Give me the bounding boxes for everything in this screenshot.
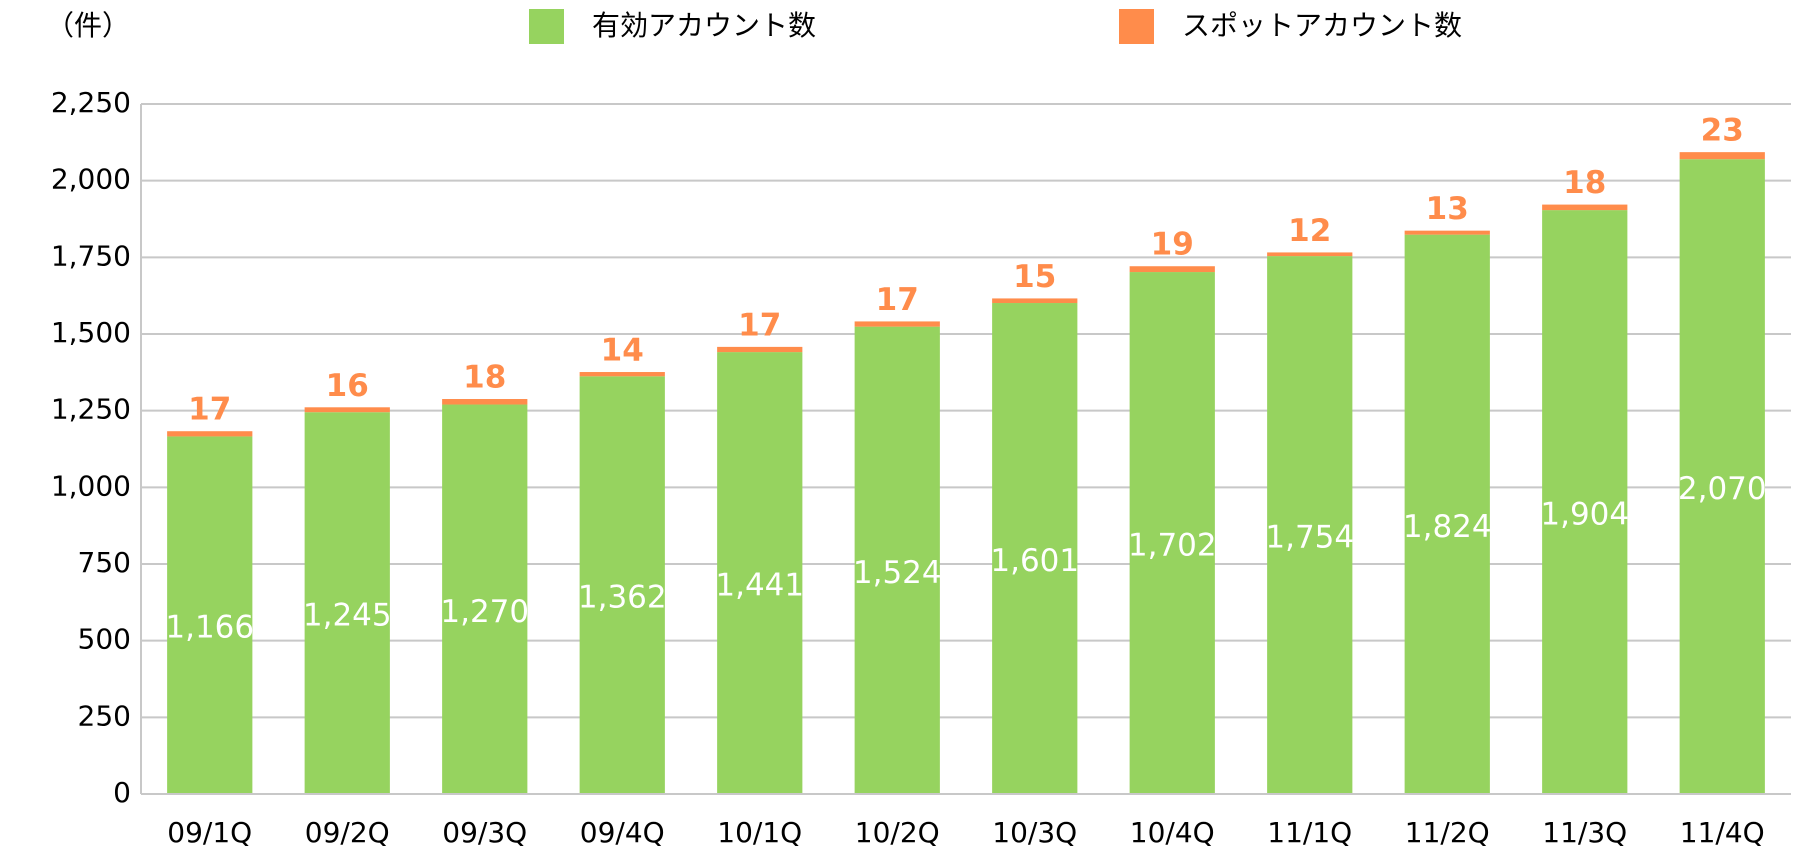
bar-segment [992,303,1078,794]
x-tick-label: 10/1Q [717,816,802,849]
value-label: 15 [1013,259,1056,295]
x-tick-label: 11/2Q [1405,816,1490,849]
value-label: 1,702 [1128,528,1217,564]
value-label: 19 [1151,227,1194,263]
x-tick-label: 09/4Q [580,816,665,849]
bar-segment [1542,210,1628,794]
value-label: 23 [1701,113,1744,149]
bar-segment [854,321,940,327]
x-tick-label: 09/3Q [442,816,527,849]
value-label: 1,362 [578,580,667,616]
bar-segment [1404,230,1490,235]
bar-segment [1129,272,1215,794]
x-tick-label: 09/2Q [305,816,390,849]
legend-swatch [529,9,564,44]
bar-segment [442,399,528,405]
bar-segment [992,298,1078,304]
value-label: 17 [876,282,919,318]
value-label: 16 [326,368,369,404]
x-tick-label: 11/3Q [1542,816,1627,849]
value-label: 13 [1426,191,1469,227]
legend-label: スポットアカウント数 [1182,9,1462,42]
value-label: 14 [601,333,644,369]
x-tick-label: 10/3Q [992,816,1077,849]
value-label: 17 [738,307,781,343]
legend-swatch [1119,9,1154,44]
bar-segment [167,431,253,437]
y-tick-label: 2,250 [51,86,131,119]
bar-segment [1267,252,1353,257]
value-label: 1,754 [1265,520,1354,556]
bar-segment [1129,266,1215,273]
bar-segment [304,412,390,794]
value-label: 2,070 [1678,471,1767,507]
value-label: 1,904 [1540,497,1629,533]
value-label: 1,245 [303,598,392,634]
value-label: 1,270 [440,594,529,630]
bar-segment [1267,256,1353,794]
y-tick-label: 0 [113,776,131,809]
y-tick-label: 750 [78,546,131,579]
value-label: 1,601 [990,543,1079,579]
value-label: 18 [1563,165,1606,201]
y-tick-label: 1,000 [51,469,131,502]
x-tick-label: 11/1Q [1267,816,1352,849]
y-tick-label: 1,500 [51,316,131,349]
bar-segment [1404,234,1490,794]
bar-segment [442,404,528,794]
bar-segment [579,376,665,794]
legend-label: 有効アカウント数 [592,9,816,42]
x-tick-label: 09/1Q [167,816,252,849]
x-tick-label: 10/2Q [855,816,940,849]
bar-segment [579,372,665,377]
bar-segment [717,352,803,794]
y-tick-label: 1,750 [51,239,131,272]
y-tick-label: 2,000 [51,163,131,196]
bar-segment [304,407,390,413]
value-label: 1,441 [715,568,804,604]
value-label: 1,166 [165,610,254,646]
bar-segment [167,436,253,794]
y-tick-label: 500 [78,623,131,656]
value-label: 18 [463,360,506,396]
bar-segment [717,346,803,353]
value-label: 12 [1288,213,1331,249]
bar-segment [854,326,940,794]
y-axis-label: （件） [46,9,130,42]
y-tick-label: 1,250 [51,393,131,426]
value-label: 17 [188,392,231,428]
x-tick-label: 11/4Q [1680,816,1765,849]
x-tick-label: 10/4Q [1130,816,1215,849]
y-tick-label: 250 [78,699,131,732]
bar-segment [1679,159,1765,794]
value-label: 1,524 [853,555,942,591]
value-label: 1,824 [1403,509,1492,545]
bar-segment [1542,204,1628,211]
bar-segment [1679,152,1765,160]
